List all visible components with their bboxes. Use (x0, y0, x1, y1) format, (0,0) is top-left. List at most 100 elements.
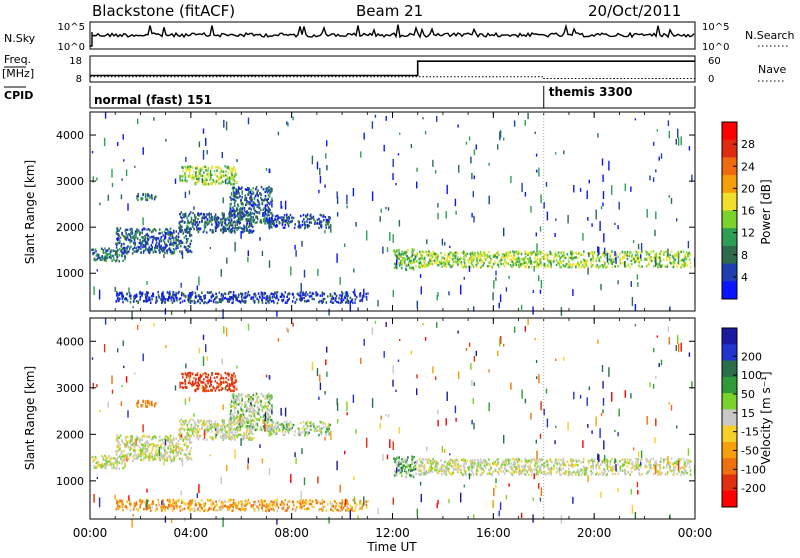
power-echo-cell (215, 166, 217, 168)
power-noise-cell (448, 291, 449, 295)
power-echo-cell (191, 240, 193, 242)
power-echo-cell (306, 220, 308, 222)
power-echo-cell (200, 213, 202, 215)
power-echo-cell (137, 193, 139, 195)
vel-echo-cell (257, 412, 259, 414)
power-noise-cell (598, 247, 599, 255)
power-noise-cell (416, 168, 417, 172)
power-echo-cell (666, 256, 668, 258)
power-echo-cell (248, 220, 250, 222)
power-noise-cell (135, 232, 136, 238)
power-echo-cell (428, 262, 430, 264)
power-echo-cell (160, 245, 162, 247)
vel-echo-cell (182, 382, 184, 384)
power-echo-cell (620, 262, 622, 264)
power-echo-cell (184, 236, 186, 238)
power-echo-cell (198, 170, 200, 172)
vel-echo-cell (240, 394, 242, 396)
vel-echo-cell (118, 437, 120, 439)
vel-echo-cell (234, 418, 236, 420)
power-echo-cell (263, 207, 265, 209)
power-echo-cell (272, 296, 274, 298)
power-echo-cell (123, 252, 125, 254)
power-echo-cell (269, 217, 271, 219)
vel-echo-cell (322, 422, 324, 424)
power-echo-cell (170, 240, 172, 242)
power-echo-cell (551, 266, 553, 268)
power-colorbar-swatch (722, 140, 737, 158)
power-echo-cell (184, 229, 186, 231)
vel-echo-cell (248, 433, 250, 435)
power-colorbar-tick-label: 16 (741, 205, 755, 218)
power-noise-cell (667, 249, 668, 257)
vel-echo-cell (132, 460, 134, 462)
power-echo-cell (203, 302, 205, 304)
power-echo-cell (170, 297, 172, 299)
vel-echo-cell (263, 395, 265, 397)
vel-echo-cell (91, 456, 93, 458)
power-echo-cell (172, 242, 174, 244)
power-noise-cell (197, 286, 198, 291)
power-noise-cell (93, 176, 94, 182)
power-echo-cell (195, 218, 197, 220)
vel-echo-cell (115, 460, 117, 462)
vel-echo-cell (286, 421, 288, 423)
power-echo-cell (167, 231, 169, 233)
vel-echo-cell (411, 459, 413, 461)
power-echo-cell (256, 221, 258, 223)
vel-echo-cell (185, 454, 187, 456)
power-echo-cell (234, 211, 236, 213)
power-echo-cell (313, 218, 315, 220)
power-echo-cell (215, 301, 217, 303)
power-noise-cell (602, 159, 603, 166)
power-echo-cell (132, 248, 134, 250)
power-echo-cell (480, 266, 482, 268)
power-noise-cell (262, 251, 263, 256)
power-echo-cell (133, 296, 135, 298)
power-echo-cell (143, 193, 145, 195)
power-echo-cell (107, 253, 109, 255)
vel-echo-cell (227, 384, 229, 386)
power-echo-cell (141, 242, 143, 244)
vel-echo-cell (195, 382, 197, 384)
power-noise-cell (137, 119, 138, 124)
power-echo-cell (576, 253, 578, 255)
power-echo-cell (302, 224, 304, 226)
power-noise-cell (676, 139, 677, 145)
power-echo-cell (228, 168, 230, 170)
vel-echo-cell (145, 451, 147, 453)
power-echo-cell (412, 254, 414, 256)
power-echo-cell (210, 300, 212, 302)
power-echo-cell (180, 231, 182, 233)
power-echo-cell (300, 226, 302, 228)
vel-echo-cell (231, 374, 233, 376)
vel-echo-cell (308, 432, 310, 434)
power-echo-cell (497, 251, 499, 253)
power-echo-cell (293, 217, 295, 219)
power-echo-cell (239, 195, 241, 197)
power-noise-cell (446, 211, 447, 218)
power-echo-cell (227, 217, 229, 219)
vel-echo-cell (180, 438, 182, 440)
power-noise-cell (326, 165, 327, 170)
vel-echo-cell (199, 379, 201, 381)
vel-echo-cell (242, 397, 244, 399)
power-echo-cell (170, 243, 172, 245)
power-echo-cell (190, 300, 192, 302)
power-echo-cell (117, 253, 119, 255)
vel-echo-cell (257, 407, 259, 409)
vel-echo-cell (164, 459, 166, 461)
power-echo-cell (348, 301, 350, 303)
power-noise-cell (398, 153, 399, 155)
vel-echo-cell (136, 436, 138, 438)
power-noise-cell (536, 233, 537, 237)
power-echo-cell (271, 198, 273, 200)
sky-trace (90, 25, 694, 46)
power-noise-cell (286, 121, 287, 124)
vel-echo-cell (233, 423, 235, 425)
power-noise-cell (344, 244, 345, 248)
vel-echo-cell (261, 409, 263, 411)
power-echo-cell (550, 252, 552, 254)
vel-echo-cell (107, 461, 109, 463)
power-echo-cell (145, 244, 147, 246)
